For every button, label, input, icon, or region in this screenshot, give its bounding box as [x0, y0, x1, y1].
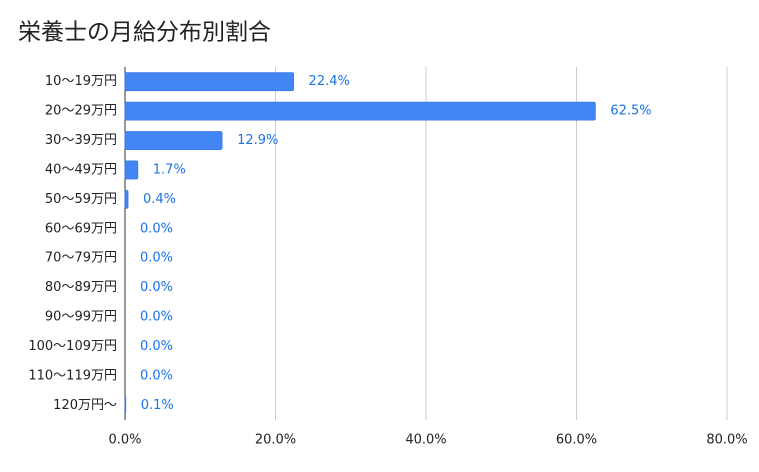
y-tick-label: 80〜89万円: [45, 280, 117, 295]
y-tick-label: 20〜29万円: [45, 104, 117, 119]
x-tick-label: 80.0%: [706, 433, 747, 448]
bar: [124, 101, 596, 121]
bar: [124, 72, 294, 92]
value-label: 0.0%: [140, 310, 173, 325]
y-tick-label: 120万円〜: [53, 398, 117, 413]
x-tick-label: 20.0%: [255, 433, 296, 448]
value-label: 22.4%: [309, 74, 350, 89]
y-tick-label: 10〜19万円: [45, 74, 117, 89]
bar: [124, 189, 129, 209]
value-label: 0.0%: [140, 251, 173, 266]
y-tick-label: 100〜109万円: [28, 339, 117, 354]
y-tick-label: 70〜79万円: [45, 251, 117, 266]
bar: [124, 395, 127, 415]
value-label: 0.0%: [140, 368, 173, 383]
value-label: 1.7%: [153, 162, 186, 177]
x-tick-label: 40.0%: [405, 433, 446, 448]
y-tick-label: 50〜59万円: [45, 192, 117, 207]
value-label: 0.0%: [140, 280, 173, 295]
y-tick-label: 90〜99万円: [45, 310, 117, 325]
x-tick-label: 60.0%: [556, 433, 597, 448]
value-label: 62.5%: [610, 104, 651, 119]
value-label: 0.0%: [140, 221, 173, 236]
value-label: 12.9%: [237, 133, 278, 148]
bar: [124, 160, 139, 180]
y-tick-label: 40〜49万円: [45, 162, 117, 177]
y-tick-label: 110〜119万円: [28, 368, 117, 383]
chart-title: 栄養士の月給分布別割合: [18, 20, 271, 46]
x-tick-label: 0.0%: [108, 433, 141, 448]
y-tick-label: 60〜69万円: [45, 221, 117, 236]
value-label: 0.0%: [140, 339, 173, 354]
value-label: 0.4%: [143, 192, 176, 207]
y-tick-label: 30〜39万円: [45, 133, 117, 148]
value-label: 0.1%: [141, 398, 174, 413]
bar: [124, 131, 223, 150]
